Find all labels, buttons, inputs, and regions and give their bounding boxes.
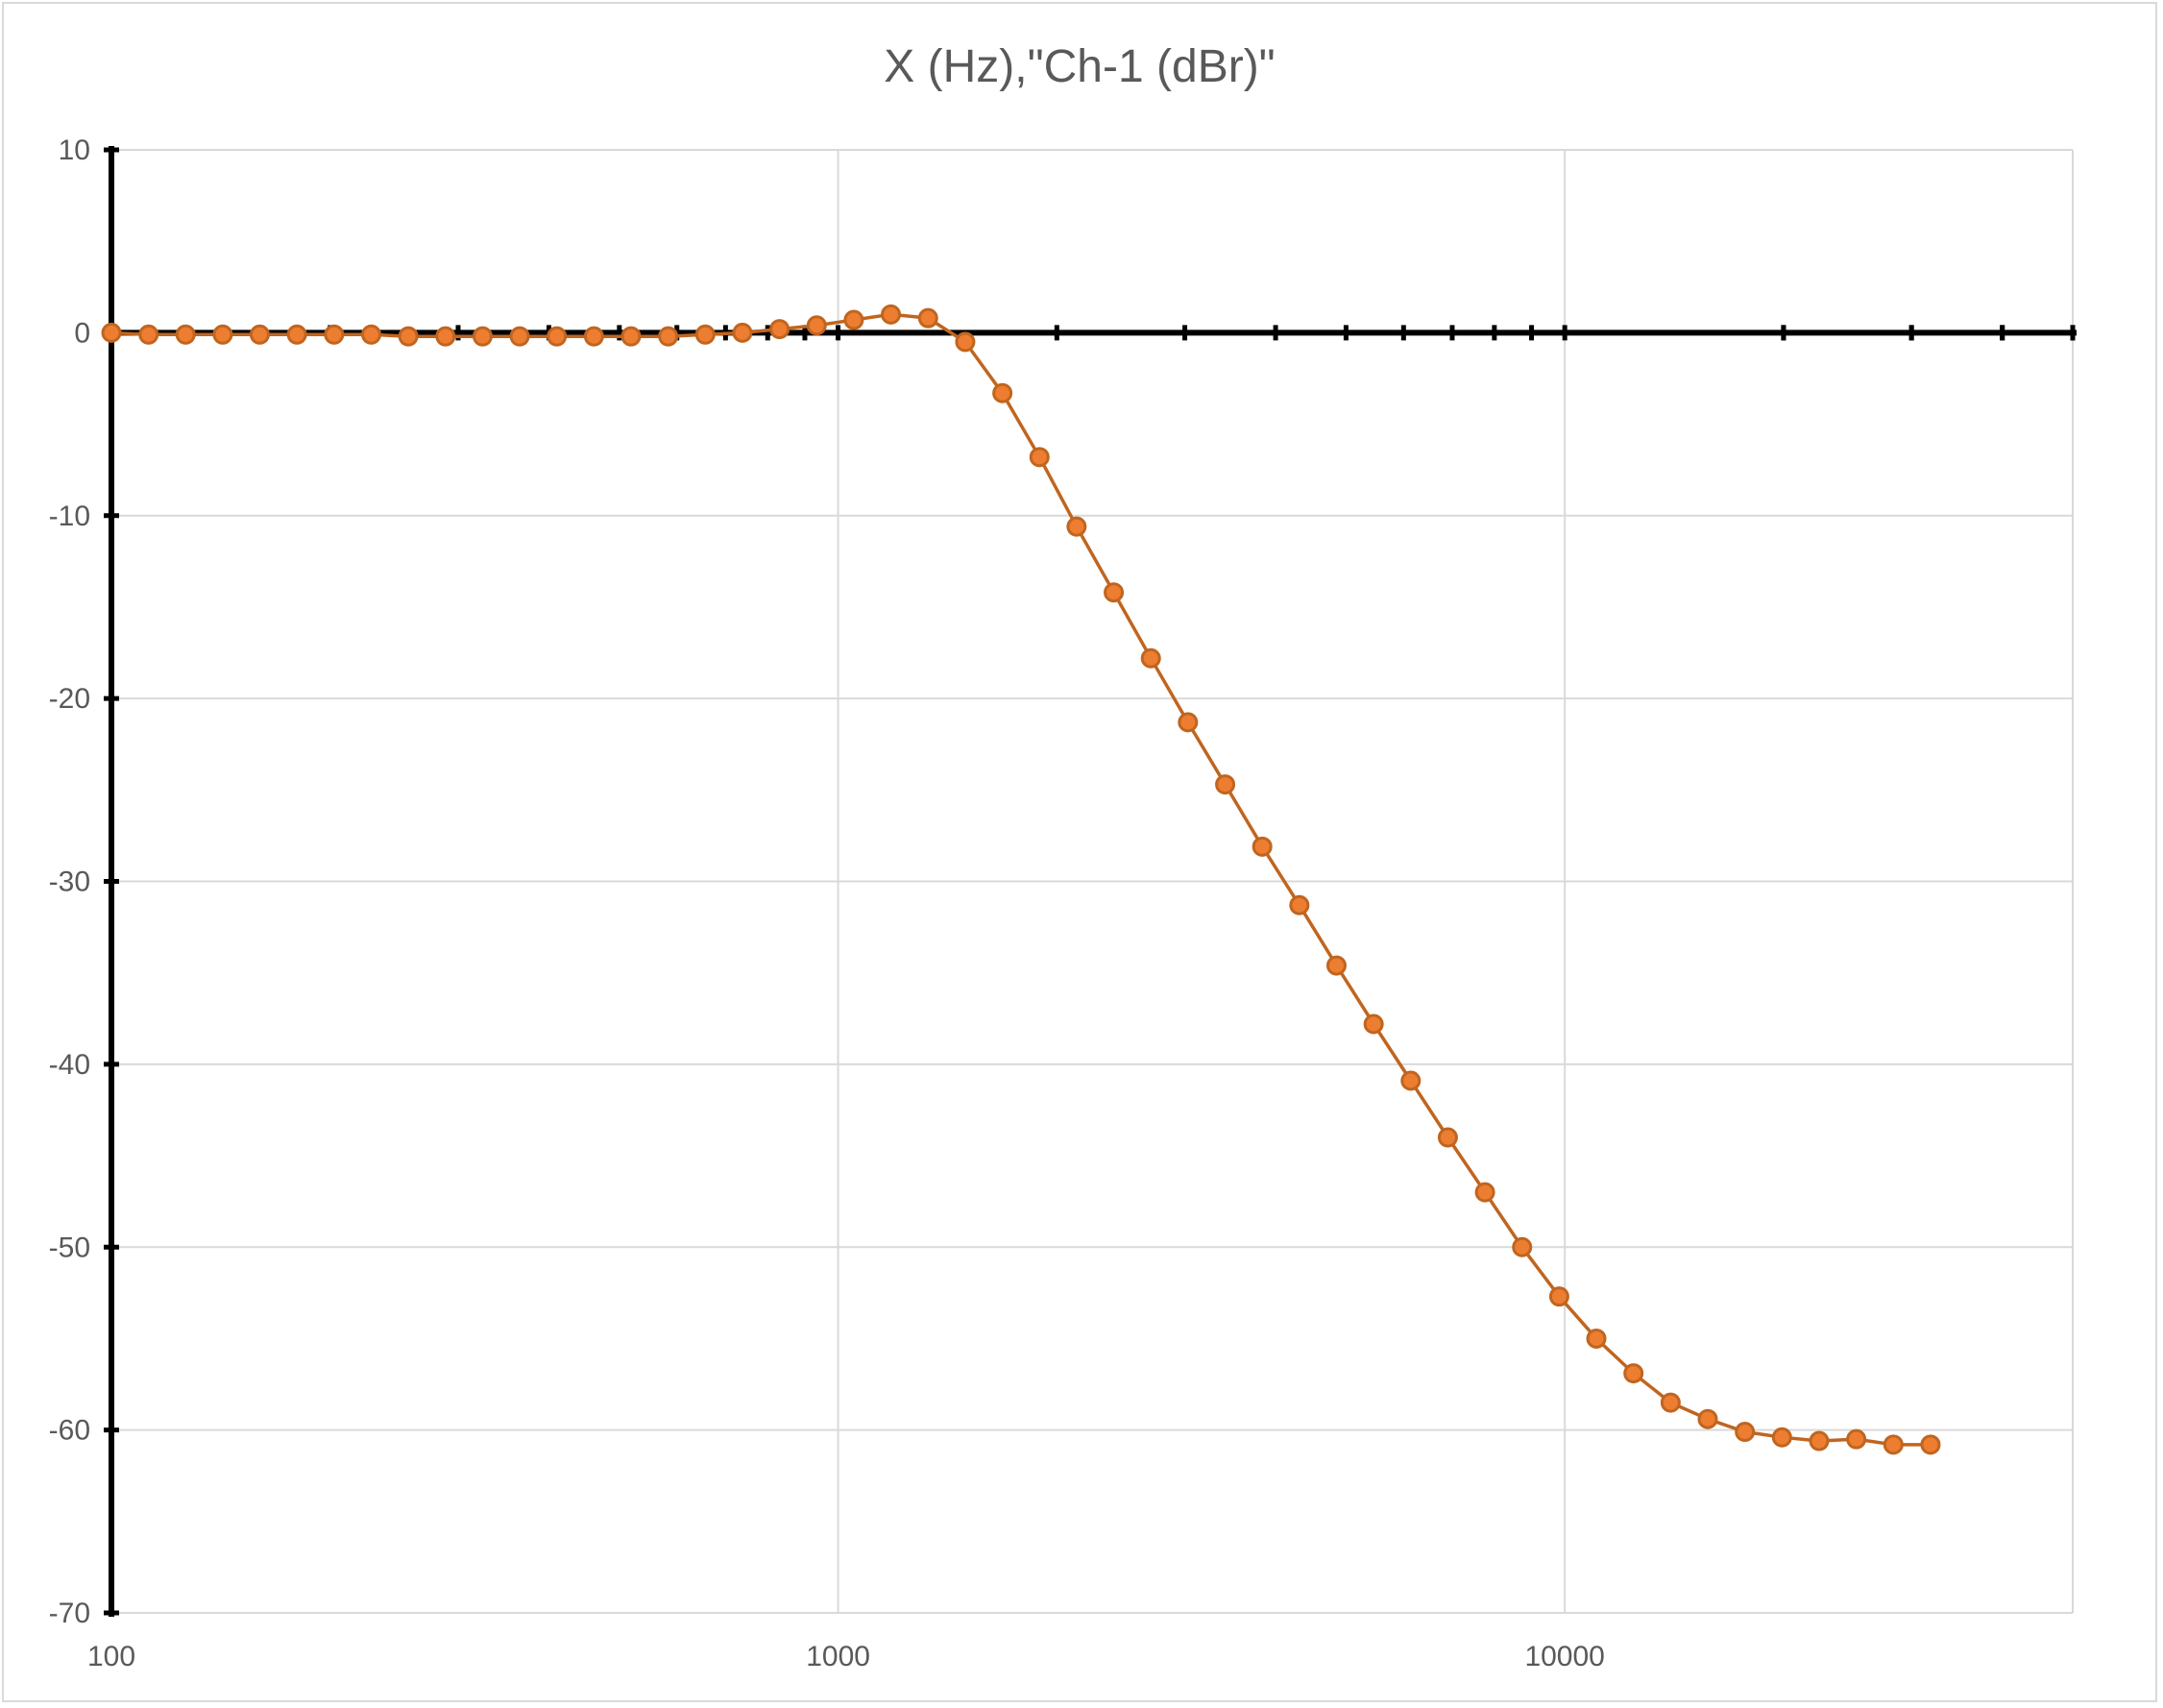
x-tick-label: 100 <box>87 1641 135 1672</box>
data-point <box>1548 1286 1569 1307</box>
data-point <box>658 326 679 347</box>
data-point <box>1809 1430 1830 1452</box>
data-point <box>435 326 456 347</box>
data-point <box>1920 1434 1941 1455</box>
data-point <box>1586 1328 1607 1349</box>
data-point <box>992 382 1013 403</box>
data-point <box>1140 647 1161 669</box>
data-point <box>1252 836 1273 857</box>
data-point <box>361 324 382 345</box>
y-tick-label: -30 <box>49 866 90 898</box>
data-point <box>843 309 864 330</box>
data-point <box>1029 447 1050 468</box>
data-point <box>1697 1408 1718 1429</box>
data-point <box>472 326 493 347</box>
data-point <box>881 304 902 325</box>
y-tick-label: -20 <box>49 683 90 715</box>
data-point <box>212 324 233 345</box>
y-tick-label: -60 <box>49 1415 90 1447</box>
y-tick-label: 10 <box>59 134 90 166</box>
y-tick-label: -70 <box>49 1598 90 1629</box>
data-point <box>324 324 345 345</box>
data-point <box>732 322 753 343</box>
data-point <box>1512 1236 1533 1257</box>
data-point <box>694 324 716 345</box>
data-point <box>1215 774 1236 795</box>
x-tick-label: 1000 <box>806 1641 870 1672</box>
chart-title: X (Hz),"Ch-1 (dBr)" <box>884 41 1276 92</box>
data-point <box>955 331 976 353</box>
data-point <box>1735 1422 1756 1443</box>
gridlines <box>110 149 2074 1614</box>
data-point <box>1066 516 1087 537</box>
data-point <box>1178 712 1199 733</box>
data-point <box>806 315 827 336</box>
data-point <box>547 326 568 347</box>
data-point <box>138 324 159 345</box>
y-tick-label: -10 <box>49 500 90 532</box>
data-point <box>1883 1434 1904 1455</box>
data-point <box>1437 1127 1458 1148</box>
data-point <box>917 307 938 329</box>
data-point <box>509 326 530 347</box>
data-point <box>1771 1427 1792 1448</box>
data-point <box>1846 1428 1867 1450</box>
data-point <box>286 324 307 345</box>
data-point <box>1363 1013 1384 1035</box>
data-point <box>1325 955 1347 976</box>
data-point <box>175 324 196 345</box>
data-series <box>101 304 1941 1455</box>
data-point <box>249 324 270 345</box>
y-tick-label: -40 <box>49 1049 90 1081</box>
x-tick-label: 10000 <box>1524 1641 1604 1672</box>
data-point <box>101 322 122 343</box>
data-point <box>583 326 604 347</box>
series-line <box>110 312 1931 1447</box>
data-point <box>1660 1392 1681 1413</box>
y-tick-label: 0 <box>74 317 90 349</box>
data-point <box>1289 894 1310 915</box>
y-tick-label: -50 <box>49 1232 90 1263</box>
data-point <box>398 326 419 347</box>
data-point <box>769 319 790 340</box>
data-point <box>1104 582 1125 603</box>
data-point <box>1474 1182 1495 1203</box>
data-point <box>1400 1070 1422 1091</box>
data-point <box>620 326 642 347</box>
data-point <box>1623 1363 1644 1384</box>
